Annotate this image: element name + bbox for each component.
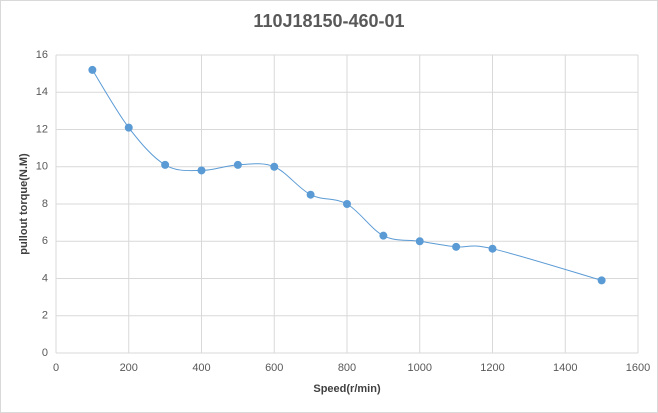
chart-title: 110J18150-460-01	[253, 11, 404, 31]
x-tick-label: 200	[120, 362, 138, 374]
x-tick-label: 800	[338, 362, 356, 374]
y-tick-label: 14	[36, 86, 48, 98]
x-axis-label: Speed(r/min)	[313, 383, 381, 395]
x-tick-label: 1200	[480, 362, 504, 374]
x-tick-label: 1400	[553, 362, 577, 374]
y-tick-label: 12	[36, 123, 48, 135]
data-point	[343, 200, 351, 208]
data-point	[306, 190, 315, 199]
y-axis-label: pullout torque(N.M)	[18, 153, 30, 255]
data-point	[270, 162, 279, 171]
y-tick-label: 6	[42, 235, 48, 247]
x-tick-label: 1600	[626, 362, 650, 374]
y-tick-label: 0	[42, 347, 48, 359]
data-point	[161, 160, 170, 169]
x-tick-label: 400	[192, 362, 210, 374]
data-point	[124, 123, 133, 132]
data-point	[379, 231, 388, 240]
y-tick-label: 10	[36, 161, 48, 173]
y-tick-label: 2	[42, 310, 48, 322]
data-point	[233, 160, 242, 169]
data-point	[452, 242, 461, 251]
x-tick-label: 0	[53, 362, 59, 374]
data-point	[597, 276, 606, 285]
y-tick-label: 8	[42, 198, 48, 210]
data-point	[88, 65, 97, 74]
data-point	[415, 237, 424, 246]
y-tick-label: 4	[42, 272, 48, 284]
x-tick-label: 600	[265, 362, 283, 374]
data-point	[197, 166, 206, 175]
x-tick-label: 1000	[408, 362, 432, 374]
y-tick-label: 16	[36, 49, 48, 61]
data-point	[488, 244, 497, 253]
